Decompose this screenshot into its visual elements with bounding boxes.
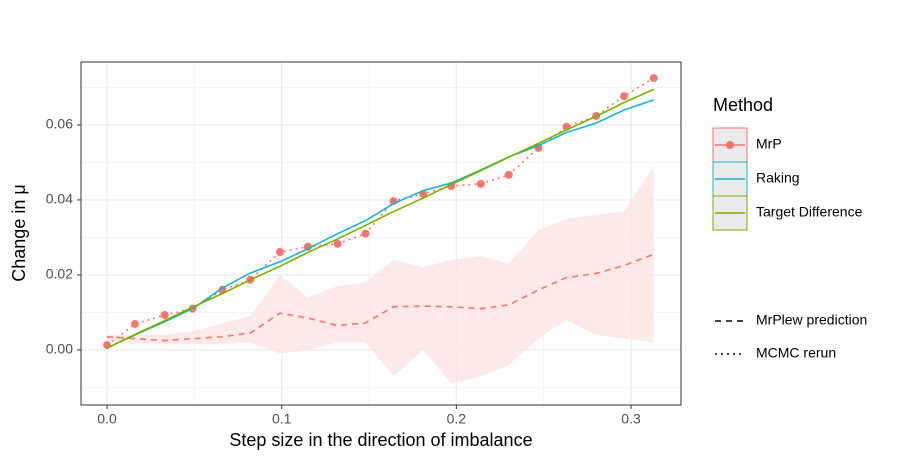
point (333, 239, 342, 248)
point (130, 320, 139, 329)
point (649, 74, 658, 83)
y-tick-label: 0.04 (46, 191, 73, 207)
legend-label: Target Difference (756, 204, 863, 220)
legend-title: Method (713, 95, 773, 115)
legend-label: MrPlew prediction (756, 312, 867, 328)
legend-label: MCMC rerun (756, 345, 836, 361)
y-axis-title: Change in μ (9, 184, 29, 281)
y-tick-label: 0.02 (46, 266, 73, 282)
point (275, 248, 284, 257)
series-line (106, 88, 655, 349)
x-tick-label: 0.1 (272, 411, 292, 427)
x-tick-label: 0.2 (447, 411, 467, 427)
y-tick-label: 0.06 (46, 116, 73, 132)
y-tick-label: 0.00 (46, 341, 73, 357)
legend-label: Raking (756, 170, 800, 186)
prediction-line (106, 253, 655, 342)
prediction-band (107, 166, 654, 384)
panel-border (80, 61, 682, 406)
point (504, 170, 513, 179)
point (476, 179, 485, 188)
x-tick-label: 0.0 (97, 411, 117, 427)
x-axis-title: Step size in the direction of imbalance (229, 430, 532, 450)
legend-point (726, 141, 734, 149)
point (160, 311, 169, 320)
x-tick-label: 0.3 (621, 411, 641, 427)
point (620, 92, 629, 101)
legend-label: MrP (756, 136, 782, 152)
point (361, 229, 370, 238)
